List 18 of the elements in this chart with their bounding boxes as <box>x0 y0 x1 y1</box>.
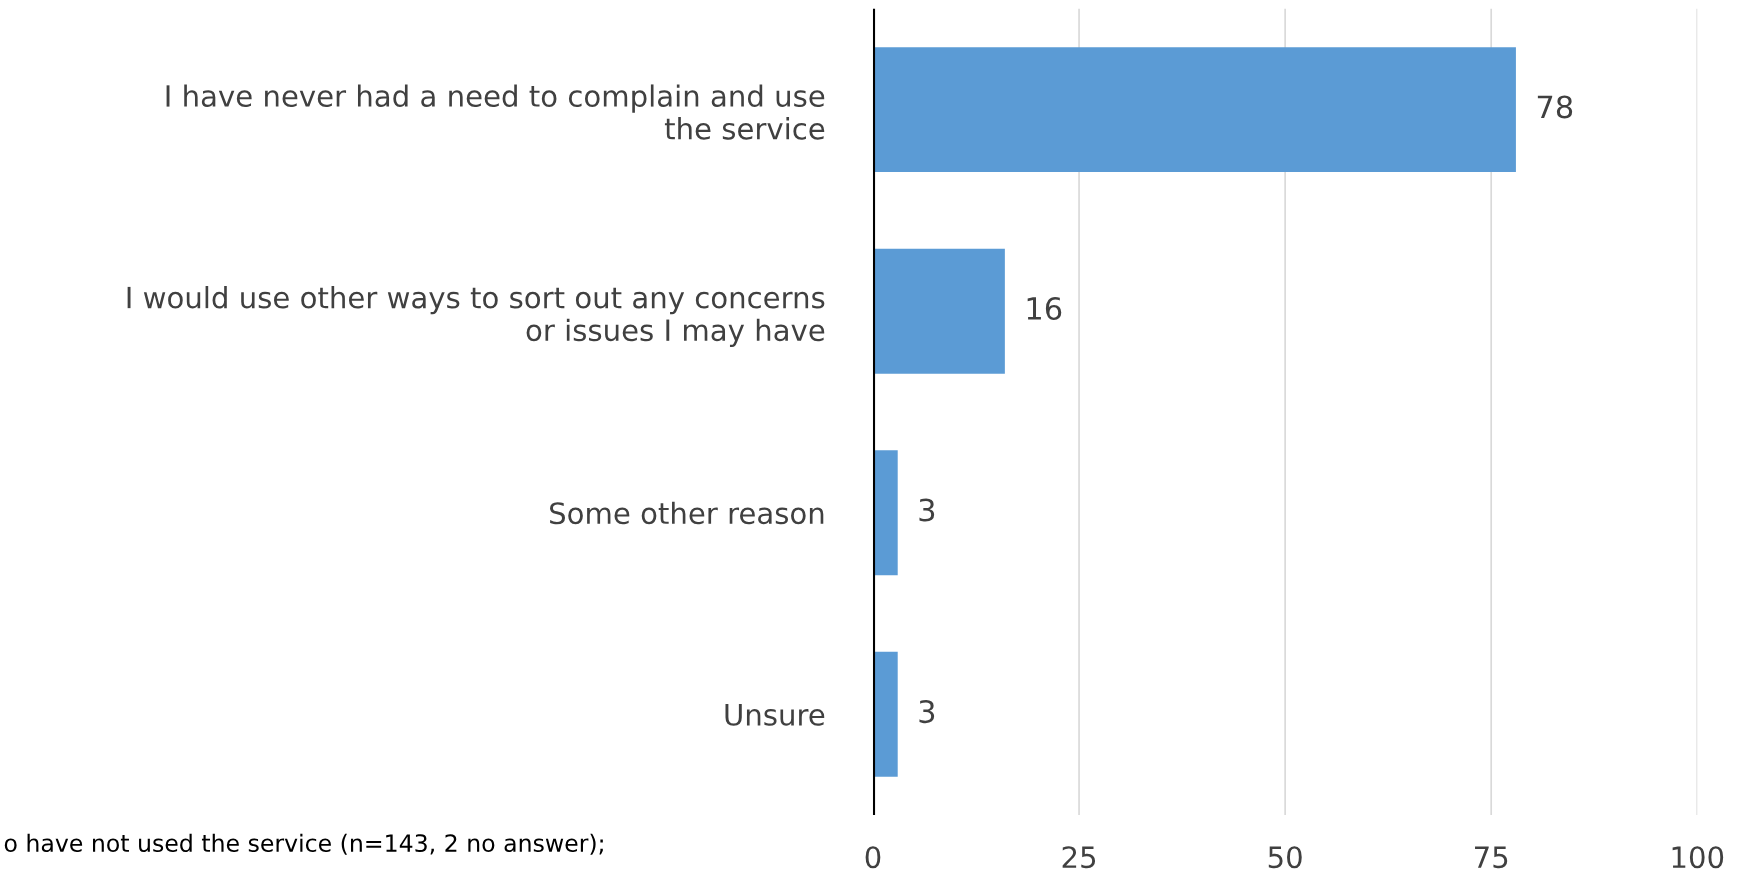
y-tick-label: I would use other ways to sort out any concerns or issues I may have <box>127 285 825 347</box>
bar <box>872 47 1516 173</box>
x-tick-label: 100 <box>1672 846 1724 869</box>
bar <box>872 248 1005 374</box>
y-tick-label: Unsure <box>725 704 825 726</box>
bar <box>872 450 898 576</box>
data-label: 16 <box>1027 296 1062 321</box>
data-label: 3 <box>919 498 935 522</box>
x-tick-label: 25 <box>1062 846 1096 869</box>
x-tick-label: 75 <box>1475 846 1508 869</box>
y-tick-label: Some other reason <box>550 501 824 525</box>
bar <box>872 651 898 777</box>
data-label: 78 <box>1537 95 1573 119</box>
x-tick-label: 0 <box>865 846 881 869</box>
text: o have not used the service (n=143, 2 no answer); <box>4 833 603 855</box>
y-tick-label: I have never had a need to complain and use the service <box>166 84 825 140</box>
data-label: 3 <box>919 700 935 724</box>
x-tick-label: 50 <box>1268 846 1302 869</box>
